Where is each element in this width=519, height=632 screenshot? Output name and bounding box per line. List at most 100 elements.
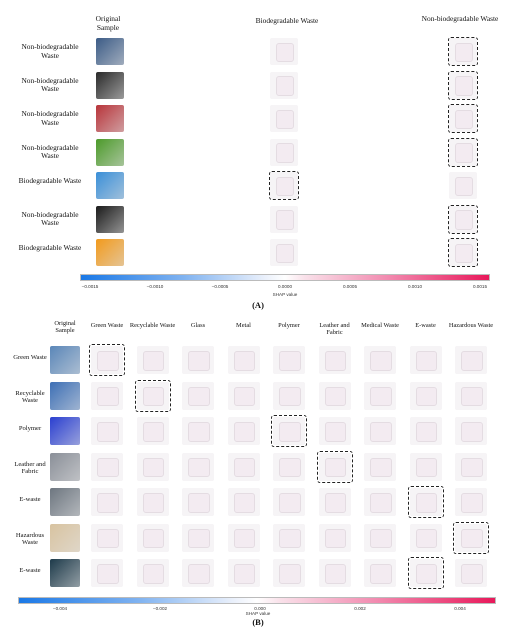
row-a-label: Non-biodegradable Waste [21, 109, 79, 127]
colorbar-a-tick: 0.0005 [342, 284, 358, 289]
highlight-box [269, 171, 299, 200]
shap-map-cell [91, 381, 123, 410]
shap-map-cell [318, 346, 351, 374]
shap-map-biodegradable [270, 138, 298, 166]
shap-map-cell [318, 488, 351, 516]
shap-map-cell [91, 452, 123, 481]
shap-map-cell [91, 523, 123, 552]
highlight-box [271, 415, 307, 447]
highlight-box [89, 344, 125, 376]
highlight-box [407, 557, 444, 589]
shap-map-cell [409, 559, 442, 587]
original-sample-image [50, 488, 80, 516]
header-non-biodegradable: Non-biodegradable Waste [421, 14, 499, 23]
shap-map-cell [364, 417, 396, 445]
shap-map-cell [364, 559, 396, 587]
original-sample-image [96, 172, 124, 199]
shap-map-cell [273, 488, 305, 516]
shap-map-cell [455, 381, 487, 410]
colorbar-a-tick: −0.0005 [211, 284, 229, 289]
row-b-label: Recyclable Waste [15, 389, 45, 405]
row-a-label: Non-biodegradable Waste [21, 209, 79, 228]
shap-map-cell [227, 523, 260, 552]
shap-map-cell [409, 452, 442, 481]
original-sample-image [96, 205, 124, 233]
highlight-box [448, 204, 478, 234]
original-sample-image [50, 452, 80, 481]
colorbar-b-label: SHAP value [245, 611, 271, 616]
colorbar-a-tick: 0.0000 [277, 284, 293, 289]
shap-map-cell [364, 381, 396, 410]
column-header: Metal [236, 322, 251, 329]
shap-map-non-biodegradable [449, 71, 477, 99]
shap-map-cell [136, 523, 169, 552]
shap-map-cell [136, 488, 169, 516]
row-a-label: Biodegradable Waste [18, 243, 82, 252]
original-sample-image [50, 417, 80, 445]
highlight-box [448, 104, 478, 133]
colorbar-b-tick: 0.004 [454, 606, 466, 611]
caption-a: (A) [252, 300, 264, 310]
shap-map-cell [136, 346, 169, 374]
shap-map-cell [455, 417, 487, 445]
shap-map-non-biodegradable [449, 138, 477, 166]
colorbar-a-label: SHAP value [272, 292, 298, 297]
shap-map-cell [409, 346, 442, 374]
shap-map-cell [227, 452, 260, 481]
shap-map-cell [318, 417, 351, 445]
shap-map-cell [318, 452, 351, 481]
shap-map-cell [136, 559, 169, 587]
highlight-box [134, 379, 171, 412]
shap-map-cell [182, 559, 214, 587]
colorbar-b-tick: 0.000 [254, 606, 266, 611]
shap-map-cell [455, 559, 487, 587]
shap-map-cell [182, 381, 214, 410]
shap-map-cell [409, 381, 442, 410]
column-header: Leather and Fabric [319, 322, 350, 337]
shap-map-cell [91, 417, 123, 445]
shap-map-cell [182, 523, 214, 552]
shap-map-cell [91, 346, 123, 374]
colorbar-a-tick: −0.0015 [81, 284, 99, 289]
original-sample-image [96, 138, 124, 166]
row-a-label: Non-biodegradable Waste [21, 142, 79, 161]
shap-map-cell [91, 488, 123, 516]
shap-map-cell [91, 559, 123, 587]
shap-map-biodegradable [270, 205, 298, 233]
shap-map-cell [364, 488, 396, 516]
shap-map-cell [227, 381, 260, 410]
shap-map-biodegradable [270, 71, 298, 99]
shap-map-cell [273, 381, 305, 410]
column-header: Green Waste [90, 322, 124, 329]
header-biodegradable: Biodegradable Waste [255, 16, 319, 25]
row-a-label: Non-biodegradable Waste [21, 75, 79, 94]
shap-map-biodegradable [270, 239, 298, 266]
original-sample-image [96, 71, 124, 99]
shap-map-cell [318, 559, 351, 587]
highlight-box [448, 137, 478, 167]
column-header: E-waste [415, 322, 436, 329]
row-b-label: E-waste [19, 496, 41, 503]
colorbar-b [18, 597, 496, 604]
shap-map-biodegradable [270, 172, 298, 199]
colorbar-b-tick: 0.002 [354, 606, 366, 611]
column-header: Medical Waste [361, 322, 399, 329]
shap-map-cell [227, 559, 260, 587]
shap-map-cell [455, 346, 487, 374]
colorbar-b-tick: −0.002 [152, 606, 168, 611]
shap-map-non-biodegradable [449, 205, 477, 233]
shap-map-cell [182, 488, 214, 516]
original-sample-image [50, 381, 80, 410]
original-sample-image [50, 523, 80, 552]
header-original-sample: Original Sample [95, 14, 121, 32]
shap-map-cell [273, 417, 305, 445]
highlight-box [453, 521, 489, 554]
shap-map-cell [455, 488, 487, 516]
shap-map-cell [136, 452, 169, 481]
shap-map-cell [227, 417, 260, 445]
shap-map-cell [364, 346, 396, 374]
column-header: Hazardous Waste [448, 322, 494, 329]
colorbar-a [80, 274, 490, 281]
colorbar-a-tick: 0.0010 [407, 284, 423, 289]
row-b-label: Hazardous Waste [15, 531, 45, 547]
